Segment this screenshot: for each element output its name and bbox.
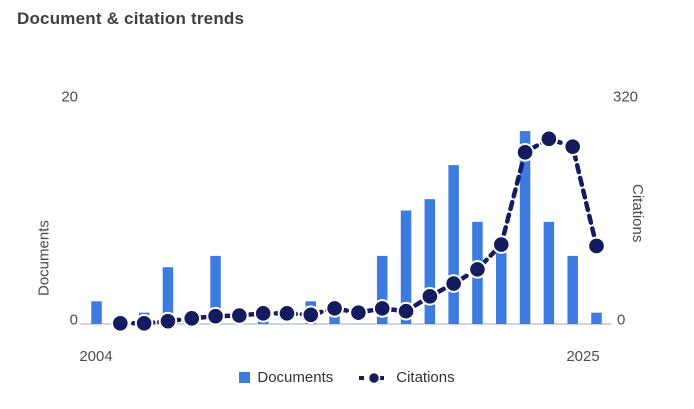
bar-2024[interactable] (567, 255, 578, 324)
citation-point-2023[interactable] (539, 129, 559, 149)
citation-point-2017[interactable] (396, 301, 416, 321)
citation-point-2012[interactable] (277, 304, 297, 323)
left-axis-max-tick: 20 (61, 88, 78, 106)
citation-point-2006[interactable] (134, 313, 154, 333)
citation-point-2014[interactable] (325, 299, 344, 318)
citation-point-2019[interactable] (444, 274, 463, 293)
citation-point-2024[interactable] (563, 137, 582, 156)
citation-point-2007[interactable] (158, 311, 178, 331)
bar-2019[interactable] (448, 165, 459, 324)
bar-2023[interactable] (543, 221, 555, 324)
bar-2022[interactable] (519, 131, 531, 324)
citation-point-2010[interactable] (230, 306, 249, 325)
citation-point-2015[interactable] (349, 303, 368, 322)
citation-point-2005[interactable] (111, 313, 130, 333)
citation-point-2016[interactable] (372, 299, 392, 318)
citation-point-2018[interactable] (420, 287, 440, 306)
legend-item-documents: Documents (239, 369, 333, 386)
legend-citations-label: Citations (396, 369, 455, 386)
x-axis-first-tick: 2004 (79, 348, 113, 365)
left-axis-min-tick: 0 (69, 311, 78, 329)
right-axis-title: Citations (629, 184, 646, 243)
x-axis-last-tick: 2025 (566, 348, 600, 365)
left-axis-title: Documents (35, 220, 53, 296)
bar-2009[interactable] (210, 255, 221, 324)
bar-2025[interactable] (591, 312, 602, 324)
bar-2007[interactable] (162, 267, 174, 324)
legend-documents-label: Documents (257, 369, 334, 386)
right-axis-max-tick: 320 (613, 88, 639, 106)
citation-point-2009[interactable] (206, 306, 225, 326)
documents-swatch-icon (239, 372, 251, 383)
citation-point-2008[interactable] (182, 309, 202, 328)
bar-2017[interactable] (400, 210, 412, 325)
citation-point-2013[interactable] (301, 305, 321, 325)
citation-point-2025[interactable] (587, 236, 606, 256)
bar-2016[interactable] (376, 255, 388, 324)
citation-point-2020[interactable] (468, 260, 487, 279)
citation-point-2022[interactable] (515, 143, 535, 162)
chart-title: Document & citation trends (17, 9, 245, 28)
bar-2021[interactable] (496, 244, 507, 324)
right-axis-min-tick: 0 (617, 311, 626, 329)
citation-point-2011[interactable] (253, 304, 273, 323)
bar-2004[interactable] (91, 301, 102, 324)
bar-2018[interactable] (424, 199, 436, 324)
chart-legend: Documents Citations (0, 369, 694, 386)
citation-point-2021[interactable] (491, 235, 511, 254)
citations-dash-dot-icon (359, 371, 390, 384)
legend-item-citations: Citations (359, 369, 455, 386)
